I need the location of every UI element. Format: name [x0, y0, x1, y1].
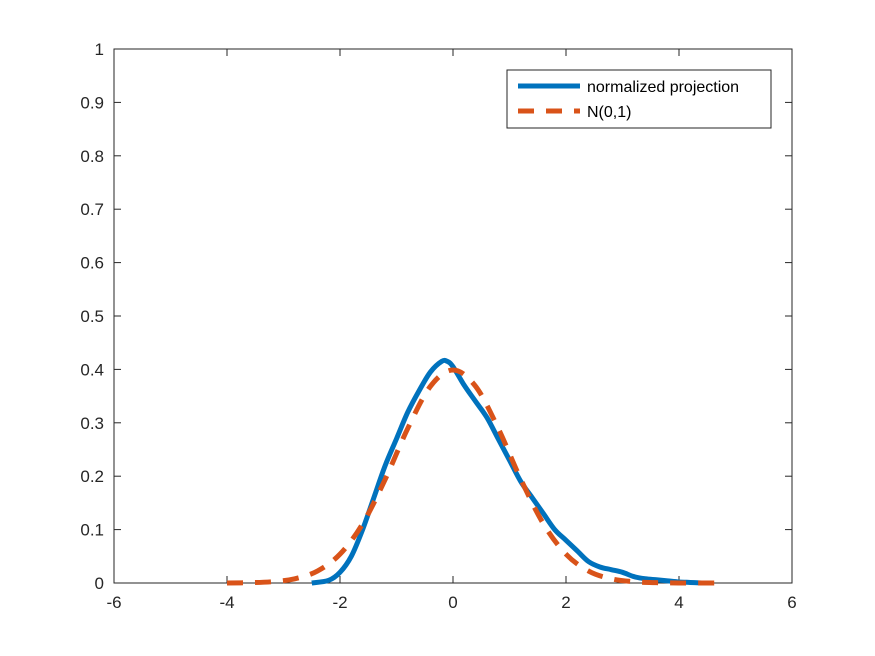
y-tick-label: 0.3	[80, 414, 104, 433]
y-tick-label: 1	[95, 40, 104, 59]
legend: normalized projection N(0,1)	[506, 69, 772, 129]
x-tick-label: -6	[106, 593, 121, 612]
x-tick-label: 6	[787, 593, 796, 612]
y-tick-label: 0.7	[80, 200, 104, 219]
legend-label-n01: N(0,1)	[587, 104, 631, 121]
y-tick-label: 0.5	[80, 307, 104, 326]
y-tick-label: 0.8	[80, 147, 104, 166]
legend-label-normalized-projection: normalized projection	[587, 79, 739, 96]
plot-area	[226, 357, 719, 586]
y-tick-label: 0	[95, 574, 104, 593]
series-normalized-projection	[311, 357, 702, 586]
axes: -6 -4 -2 0 2 4 6 0 0.1 0.2 0.3 0.4 0.5 0.6 0.7 0.8 0.9 1	[80, 40, 796, 612]
x-tick-label: 2	[561, 593, 570, 612]
x-tick-label: -4	[219, 593, 234, 612]
y-tick-label: 0.9	[80, 93, 104, 112]
y-tick-label: 0.6	[80, 254, 104, 273]
y-tick-label: 0.2	[80, 467, 104, 486]
x-tick-label: -2	[332, 593, 347, 612]
x-tick-label: 0	[448, 593, 457, 612]
y-tick-label: 0.4	[80, 360, 104, 379]
y-tick-label: 0.1	[80, 521, 104, 540]
x-tick-label: 4	[674, 593, 683, 612]
series-n-0-1	[226, 367, 719, 586]
